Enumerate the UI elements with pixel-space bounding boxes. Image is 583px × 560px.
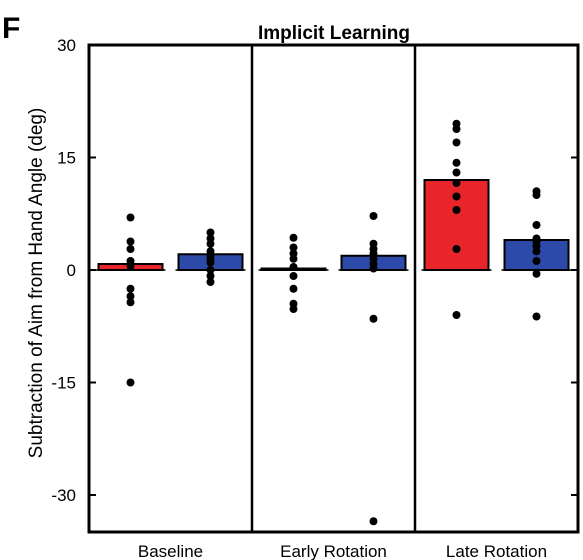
data-point bbox=[452, 168, 461, 177]
y-tick-label: 30 bbox=[57, 36, 76, 55]
plot-area: 30 15 0 -15 -30 Baseline Early Rotation Late Ro… bbox=[51, 36, 580, 560]
data-point bbox=[452, 192, 461, 201]
data-point bbox=[452, 245, 461, 253]
data-point bbox=[369, 212, 378, 220]
data-point bbox=[126, 245, 135, 253]
data-point bbox=[126, 237, 135, 246]
data-point bbox=[126, 262, 135, 271]
data-point bbox=[369, 264, 378, 273]
data-point bbox=[206, 266, 215, 274]
data-point bbox=[532, 221, 541, 229]
y-tick-label: -15 bbox=[51, 374, 76, 393]
category-label: Baseline bbox=[138, 542, 203, 560]
data-point bbox=[532, 312, 541, 321]
data-point bbox=[289, 305, 298, 313]
data-point bbox=[532, 269, 541, 278]
data-point bbox=[289, 254, 298, 263]
data-point bbox=[452, 179, 461, 187]
data-point bbox=[452, 311, 461, 319]
data-point bbox=[206, 272, 215, 280]
data-point bbox=[452, 125, 461, 133]
data-point bbox=[369, 517, 378, 526]
chart-title: Implicit Learning bbox=[258, 23, 410, 44]
data-point bbox=[532, 191, 541, 199]
y-tick-label: 15 bbox=[57, 149, 76, 168]
category-label: Late Rotation bbox=[446, 542, 547, 560]
data-point bbox=[452, 138, 461, 147]
data-point bbox=[126, 378, 135, 387]
axes-frame bbox=[87, 43, 580, 534]
data-point bbox=[126, 284, 135, 293]
data-point bbox=[289, 272, 298, 280]
y-axis-label: Subtraction of Aim from Hand Angle (deg) bbox=[26, 108, 47, 459]
data-point bbox=[126, 298, 135, 307]
data-point bbox=[532, 257, 541, 265]
data-point bbox=[126, 213, 135, 222]
data-point bbox=[289, 243, 298, 252]
data-point bbox=[206, 278, 215, 286]
y-tick-label: -30 bbox=[51, 486, 76, 505]
data-point bbox=[289, 284, 298, 293]
data-point bbox=[126, 292, 135, 301]
data-point bbox=[369, 314, 378, 323]
data-point bbox=[206, 228, 215, 237]
category-label: Early Rotation bbox=[280, 542, 387, 560]
panel-letter: F bbox=[2, 12, 20, 45]
data-point bbox=[206, 258, 215, 267]
y-tick-label: 0 bbox=[67, 261, 76, 280]
data-point bbox=[289, 263, 298, 271]
data-point bbox=[452, 206, 461, 214]
data-point bbox=[206, 239, 215, 248]
data-point bbox=[452, 158, 461, 167]
data-point bbox=[289, 233, 298, 242]
data-point bbox=[532, 247, 541, 256]
